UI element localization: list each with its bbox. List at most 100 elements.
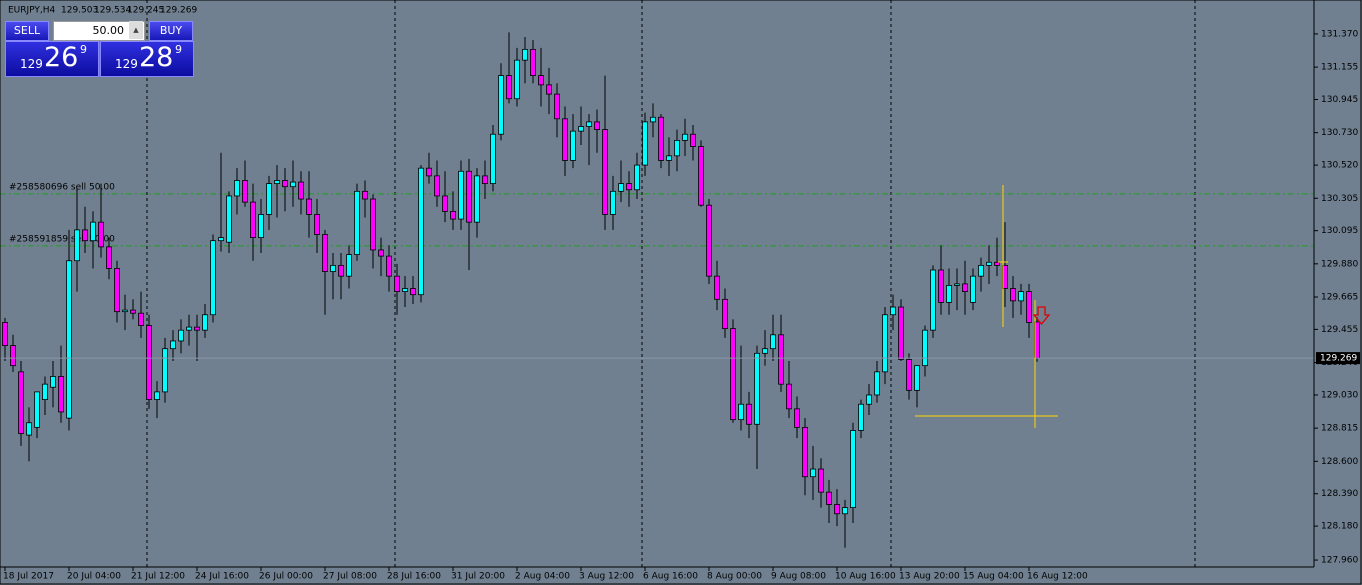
candle-body [50, 376, 56, 388]
candle-body [746, 403, 752, 425]
candle-body [234, 180, 240, 197]
candle-body [434, 175, 440, 197]
candle-body [1018, 291, 1024, 302]
candle-body [162, 348, 168, 393]
x-tick-label: 15 Aug 04:00 [963, 572, 1024, 582]
bid-label: 129.269 [1320, 354, 1357, 364]
candle-body [954, 283, 960, 286]
candle-body [202, 314, 208, 331]
candle-body [602, 129, 608, 215]
x-tick-label: 20 Jul 04:00 [67, 572, 121, 582]
candle-body [970, 275, 976, 303]
candle-body [98, 221, 104, 248]
bid-price[interactable]: 129 26 9 [5, 41, 99, 77]
candle-body [474, 175, 480, 223]
one-click-trading-panel: SELL ▼ 50.00 ▲ BUY 129 26 9 129 28 9 [5, 19, 194, 77]
y-tick-label: 127.960 [1321, 556, 1358, 566]
bid-big: 129 [20, 57, 43, 71]
candle-body [922, 329, 928, 367]
candle-body [170, 340, 176, 350]
candle-body [386, 255, 392, 277]
ask-price[interactable]: 129 28 9 [100, 41, 194, 77]
candle-body [58, 376, 64, 413]
candle-body [554, 93, 560, 120]
candle-body [538, 75, 544, 86]
candle-body [770, 334, 776, 350]
candle-body [890, 306, 896, 316]
candle-body [82, 229, 88, 242]
sell-button[interactable]: SELL [5, 21, 49, 41]
lot-input[interactable]: 50.00 [53, 21, 145, 41]
y-tick-label: 130.945 [1321, 95, 1358, 105]
candle-body [666, 155, 672, 161]
y-tick-label: 129.455 [1321, 325, 1358, 335]
candle-body [658, 116, 664, 161]
candle-body [722, 298, 728, 330]
buy-button[interactable]: BUY [149, 21, 193, 41]
header-close: 129.269 [160, 6, 197, 16]
candle-body [866, 394, 872, 405]
candle-body [338, 264, 344, 277]
sell-arrow [1032, 306, 1051, 326]
candle-body [362, 190, 368, 200]
candle-body [946, 285, 952, 303]
candle-body [194, 326, 200, 331]
candle-body [818, 468, 824, 493]
candle-body [378, 249, 384, 257]
bid-main: 26 [44, 42, 79, 73]
candle-body [874, 371, 880, 396]
candle-body [570, 130, 576, 161]
x-tick-label: 21 Jul 12:00 [131, 572, 185, 582]
x-tick-label: 31 Jul 20:00 [451, 572, 505, 582]
candle-body [834, 504, 840, 515]
candle-body [306, 198, 312, 215]
candle-body [594, 121, 600, 130]
drawn-objects [915, 185, 1058, 428]
candle-body [346, 254, 352, 277]
y-tick-label: 128.600 [1321, 457, 1358, 467]
candle-body [642, 121, 648, 166]
candle-body [898, 306, 904, 360]
candle-body [1026, 291, 1032, 323]
candle-body [354, 190, 360, 255]
lot-increase[interactable]: ▲ [129, 21, 143, 39]
candle-body [186, 326, 192, 331]
candle-body [674, 139, 680, 157]
candle-body [90, 221, 96, 242]
candle-body [706, 204, 712, 277]
x-tick-label: 24 Jul 16:00 [195, 572, 249, 582]
candle-body [810, 468, 816, 478]
candle-body [738, 403, 744, 421]
plot-layer: #258580696 sell 50.00 #258591859 sell 50.… [0, 32, 1318, 571]
candle-body [394, 275, 400, 292]
candle-body [1010, 288, 1016, 302]
candle-body [66, 260, 72, 419]
candle-body [522, 48, 528, 61]
ask-big: 129 [115, 57, 138, 71]
candle-body [794, 408, 800, 428]
x-tick-label: 8 Aug 00:00 [707, 572, 762, 582]
bid-label-box [1316, 352, 1360, 365]
candle-body [466, 170, 472, 223]
y-tick-label: 131.370 [1321, 29, 1358, 39]
candle-body [530, 48, 536, 77]
bid-small: 9 [80, 43, 87, 56]
candle-body [690, 133, 696, 147]
candle-body [2, 322, 8, 347]
candle-body [906, 359, 912, 391]
x-tick-label: 2 Aug 04:00 [515, 572, 570, 582]
candle-body [426, 167, 432, 177]
x-tick-label: 18 Jul 2017 [3, 572, 54, 582]
y-tick-label: 129.880 [1321, 259, 1358, 269]
y-tick-label: 130.095 [1321, 226, 1358, 236]
candle-body [578, 126, 584, 132]
candle-body [682, 133, 688, 141]
ask-small: 9 [175, 43, 182, 56]
candle-body [442, 195, 448, 212]
candle-body [154, 391, 160, 400]
candle-body [330, 264, 336, 272]
